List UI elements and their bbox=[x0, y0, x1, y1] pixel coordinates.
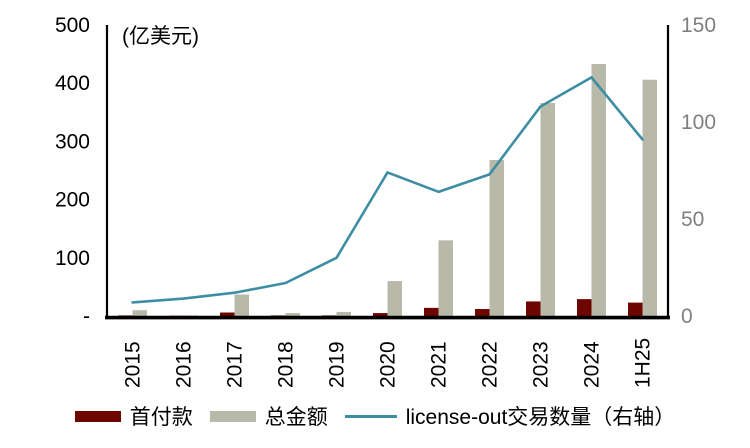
x-axis-tick-label: 2024 bbox=[581, 341, 604, 388]
left-axis-tick-label: 100 bbox=[55, 247, 90, 270]
x-axis-tick-label: 2015 bbox=[122, 341, 145, 388]
left-axis-tick-label: 200 bbox=[55, 189, 90, 212]
bar-total-2022 bbox=[489, 160, 504, 316]
bar-total-2018 bbox=[285, 313, 300, 316]
deal-count-line-swatch bbox=[344, 414, 397, 418]
x-axis-tick-label: 2023 bbox=[530, 341, 553, 388]
total-swatch bbox=[209, 410, 256, 422]
legend-label-total: 总金额 bbox=[264, 406, 328, 429]
left-axis-tick-label: 500 bbox=[55, 14, 90, 37]
deal-count-line bbox=[131, 76, 644, 304]
bar-downpayment-2024 bbox=[577, 299, 592, 316]
bar-downpayment-2017 bbox=[220, 312, 235, 316]
bar-total-2020 bbox=[387, 281, 402, 316]
legend-item-downpayment: 首付款 bbox=[74, 401, 193, 431]
x-axis-tick-label: 2018 bbox=[275, 341, 298, 388]
bar-downpayment-2018 bbox=[271, 315, 286, 316]
bar-downpayment-1H25 bbox=[628, 302, 643, 316]
left-axis-tick-label: 300 bbox=[55, 130, 90, 153]
left-axis-tick-label: 400 bbox=[55, 72, 90, 95]
bar-total-2024 bbox=[591, 63, 606, 316]
x-axis-tick-label: 2021 bbox=[428, 341, 451, 388]
x-axis-tick-label: 2016 bbox=[173, 341, 196, 388]
legend-label-downpayment: 首付款 bbox=[129, 406, 193, 429]
bar-total-2016 bbox=[183, 315, 198, 316]
legend-item-deal-count: license-out交易数量（右轴） bbox=[344, 401, 676, 431]
axis-unit-label: (亿美元) bbox=[122, 25, 199, 48]
bar-downpayment-2015 bbox=[118, 315, 133, 316]
x-axis-tick-label: 1H25 bbox=[632, 338, 655, 388]
bar-total-2019 bbox=[336, 311, 351, 316]
x-axis-tick-label: 2020 bbox=[377, 341, 400, 388]
bar-total-2015 bbox=[132, 310, 147, 316]
x-axis-tick-label: 2022 bbox=[479, 341, 502, 388]
bar-downpayment-2022 bbox=[475, 309, 490, 316]
x-axis-tick-label: 2017 bbox=[224, 341, 247, 388]
bar-total-2017 bbox=[234, 294, 249, 316]
bar-downpayment-2023 bbox=[526, 301, 541, 316]
right-axis-tick-label: 50 bbox=[681, 208, 704, 231]
right-axis-tick-label: 150 bbox=[681, 14, 716, 37]
downpayment-swatch bbox=[74, 410, 121, 422]
bar-downpayment-2020 bbox=[373, 313, 388, 316]
legend-label-deal-count: license-out交易数量（右轴） bbox=[405, 406, 676, 429]
x-axis-tick-label: 2019 bbox=[326, 341, 349, 388]
bar-total-1H25 bbox=[642, 79, 657, 316]
bar-total-2021 bbox=[438, 240, 453, 316]
right-axis-tick-label: 0 bbox=[681, 305, 693, 328]
chart-legend: 首付款 总金额 license-out交易数量（右轴） bbox=[0, 401, 750, 431]
legend-item-total: 总金额 bbox=[209, 401, 328, 431]
bar-downpayment-2019 bbox=[322, 315, 337, 316]
right-axis-tick-label: 100 bbox=[681, 111, 716, 134]
bar-downpayment-2021 bbox=[424, 307, 439, 316]
bar-total-2023 bbox=[540, 102, 555, 316]
left-axis-tick-label: - bbox=[83, 305, 90, 328]
